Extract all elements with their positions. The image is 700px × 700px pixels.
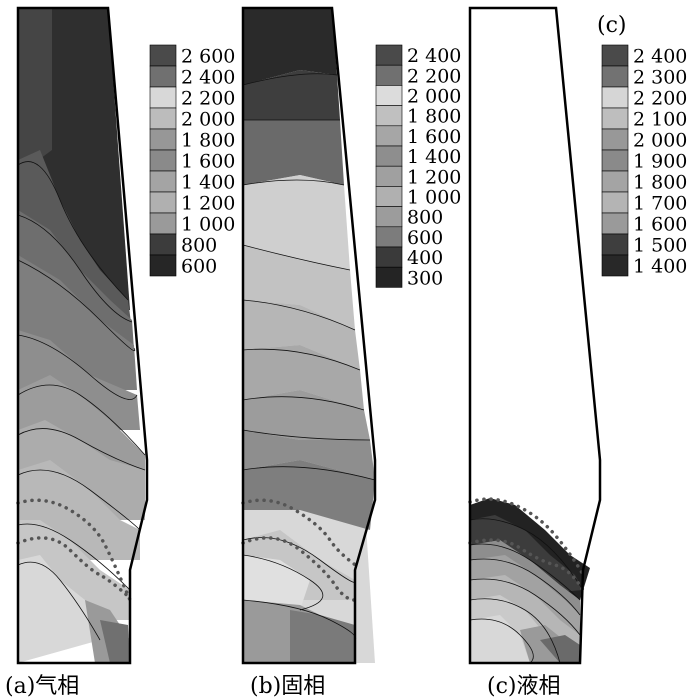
legend-label: 2 200 xyxy=(633,88,687,110)
legend-swatch xyxy=(149,254,177,277)
legend-swatch xyxy=(149,149,177,172)
legend-swatch xyxy=(375,44,403,66)
legend-label: 1 000 xyxy=(407,187,461,209)
legend-swatch xyxy=(149,86,177,109)
legend-label: 2 200 xyxy=(181,88,235,110)
legend-swatch xyxy=(375,125,403,147)
legend-label: 1 800 xyxy=(633,172,687,194)
legend-label: 1 200 xyxy=(181,193,235,215)
panel-a-caption: (a)气相 xyxy=(5,674,79,699)
legend-label: 600 xyxy=(407,227,443,249)
legend-label: 2 200 xyxy=(407,65,461,87)
legend-swatch xyxy=(149,65,177,88)
legend-label: 1 000 xyxy=(181,214,235,236)
legend-swatch xyxy=(375,186,403,207)
legend-label: 800 xyxy=(181,235,217,257)
legend-label: 1 400 xyxy=(407,146,461,168)
panel-c-caption: (c)液相 xyxy=(487,674,561,699)
legend-swatch xyxy=(601,65,629,88)
panel-a-upper-dotted-curve xyxy=(16,498,132,602)
legend-swatch xyxy=(601,233,629,256)
panel-a-lower-dotted-curve xyxy=(16,536,132,600)
legend-swatch xyxy=(149,212,177,235)
legend-label: 300 xyxy=(407,267,443,289)
legend-label: 2 600 xyxy=(181,46,235,68)
legend-label: 800 xyxy=(407,207,443,229)
legend-swatch xyxy=(149,128,177,151)
panel-b-outline xyxy=(241,6,377,665)
legend-label: 2 400 xyxy=(633,46,687,68)
panel-b-upper-dotted-curve xyxy=(241,498,362,570)
legend-label: 1 800 xyxy=(181,130,235,152)
legend-label: 2 400 xyxy=(181,67,235,89)
legend-swatch xyxy=(375,145,403,167)
legend-label: 1 800 xyxy=(407,106,461,128)
legend-label: 1 600 xyxy=(181,151,235,173)
legend-label: 1 700 xyxy=(633,193,687,215)
legend-swatch xyxy=(149,44,177,67)
panel-a-contour-map xyxy=(17,8,146,663)
legend-label: 400 xyxy=(407,247,443,269)
legend-swatch xyxy=(375,105,403,127)
panel-c-letter: (c) xyxy=(597,13,627,38)
legend-label: 600 xyxy=(181,256,217,278)
legend-label: 1 900 xyxy=(633,151,687,173)
legend-label: 1 400 xyxy=(633,256,687,278)
legend-label: 1 500 xyxy=(633,235,687,257)
legend-swatch xyxy=(601,170,629,193)
panel-c-lower-dotted-curve xyxy=(468,538,585,592)
legend-label: 1 400 xyxy=(181,172,235,194)
panel-c-upper-dotted-curve xyxy=(468,497,587,580)
legend-label: 1 600 xyxy=(407,126,461,148)
panel-b-caption: (b)固相 xyxy=(250,674,325,699)
legend-label: 2 100 xyxy=(633,109,687,131)
legend-label: 1 200 xyxy=(407,166,461,188)
legend-swatch xyxy=(601,128,629,151)
legend-label: 2 400 xyxy=(407,45,461,67)
legend-swatch xyxy=(149,233,177,256)
legend-label: 2 000 xyxy=(181,109,235,131)
legend-label: 2 000 xyxy=(633,130,687,152)
legend-swatch xyxy=(601,149,629,172)
legend-swatch xyxy=(149,107,177,130)
panel-b-contour-map xyxy=(242,8,376,663)
legend-swatch xyxy=(601,254,629,277)
legend-swatch xyxy=(149,170,177,193)
legend-swatch xyxy=(375,206,403,228)
legend-swatch xyxy=(601,212,629,235)
panel-a-outline xyxy=(16,6,149,665)
legend-swatch xyxy=(375,85,403,106)
panel-c-contour-map xyxy=(469,498,590,664)
legend-swatch xyxy=(601,86,629,109)
legend-swatch xyxy=(375,165,403,187)
legend-swatch xyxy=(375,64,403,86)
panel-c-outline xyxy=(468,6,602,665)
legend-swatch xyxy=(601,44,629,67)
legend-swatch xyxy=(601,191,629,214)
legend-swatch xyxy=(601,107,629,130)
legend-label: 2 300 xyxy=(633,67,687,89)
legend-swatch xyxy=(375,226,403,248)
legend-swatch xyxy=(375,266,403,288)
legend-label: 2 000 xyxy=(407,86,461,108)
legend-swatch xyxy=(375,246,403,268)
legend-label: 1 600 xyxy=(633,214,687,236)
legend-swatch xyxy=(149,191,177,214)
